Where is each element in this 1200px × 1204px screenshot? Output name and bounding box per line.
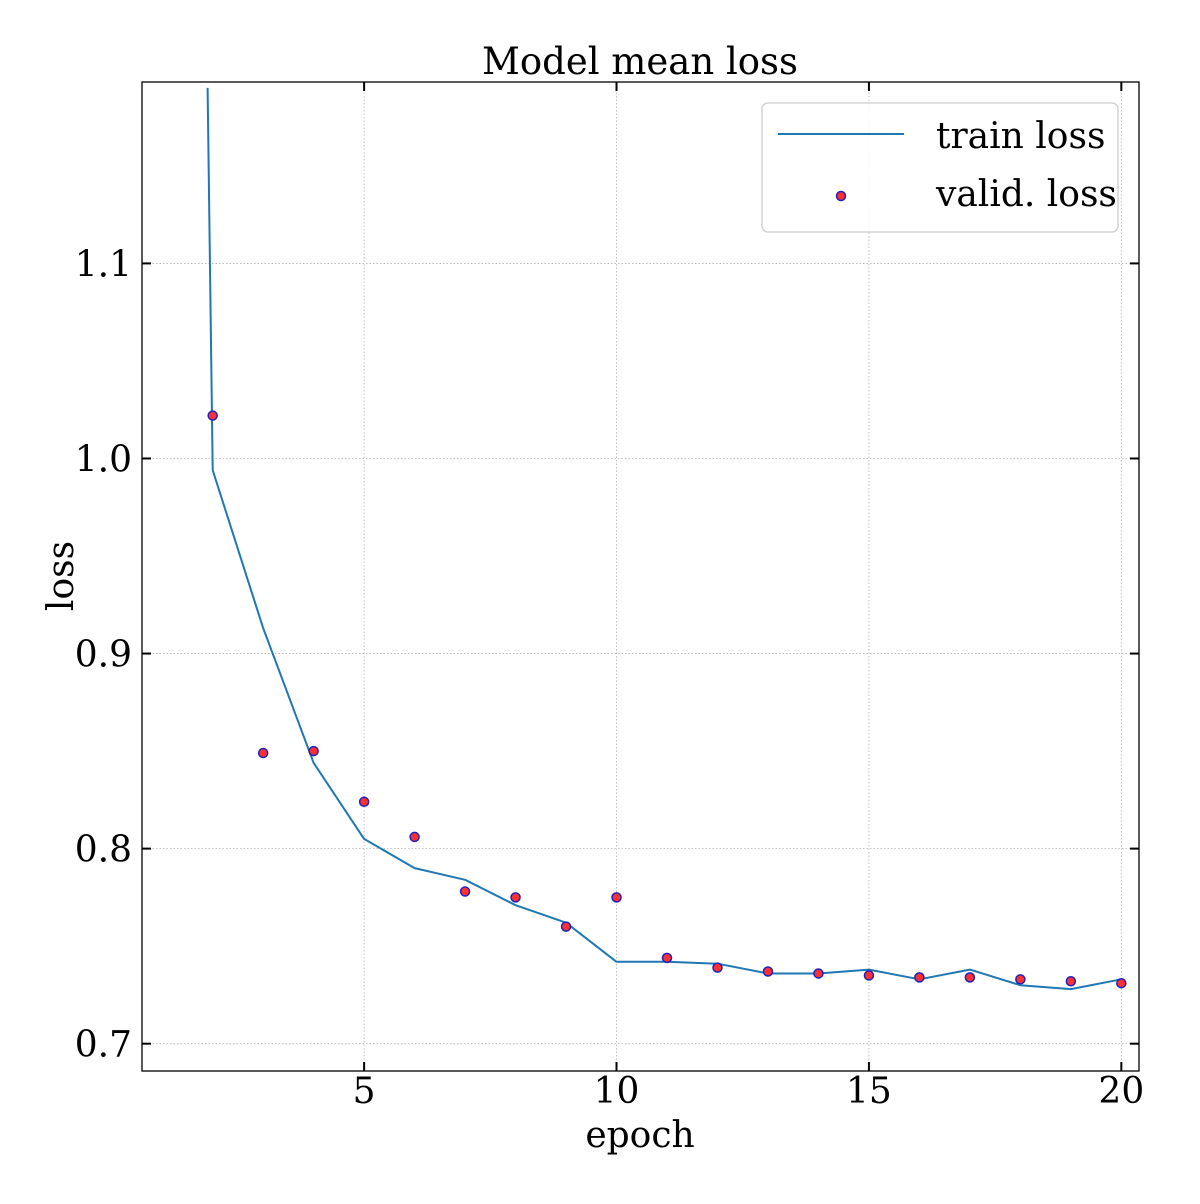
valid-loss-point [358, 796, 370, 808]
x-tick-label: 20 [1098, 1071, 1144, 1112]
y-tick-label: 0.9 [75, 635, 132, 676]
x-axis-label: epoch [585, 1115, 694, 1156]
valid-loss-point [964, 972, 976, 983]
valid-loss-point [1116, 977, 1127, 989]
valid-loss-point [308, 745, 319, 757]
x-tick-label: 15 [846, 1071, 892, 1112]
valid-loss-point [257, 747, 269, 759]
legend-box [761, 102, 1119, 233]
valid-loss-point [914, 972, 925, 983]
valid-loss-point [207, 410, 218, 421]
y-tick-label: 0.8 [75, 830, 132, 871]
legend-valid-label: valid. loss [935, 174, 1117, 215]
valid-loss-point [560, 921, 572, 932]
train-loss-line [206, 87, 1122, 991]
valid-loss-point [510, 892, 521, 903]
valid-loss-point [863, 970, 875, 981]
valid-loss-point [409, 831, 420, 843]
y-axis-label: loss [41, 541, 82, 611]
valid-loss-point [1065, 976, 1077, 987]
valid-loss-point [712, 962, 723, 973]
legend: train loss valid. loss [761, 102, 1119, 233]
y-tick-label: 1.0 [75, 439, 132, 480]
ticks: 5 10 15 20 0.7 0.8 0.9 1.0 1.1 [75, 82, 1144, 1112]
plot-area [206, 87, 1127, 991]
plot-frame [141, 81, 1140, 1072]
x-tick-label: 5 [353, 1071, 376, 1112]
grid [142, 82, 1139, 1071]
valid-loss-point [762, 966, 774, 977]
valid-loss-point [813, 968, 824, 979]
x-tick-label: 10 [594, 1071, 640, 1112]
chart-title: Model mean loss [482, 40, 798, 83]
valid-loss-point [611, 892, 622, 903]
y-tick-label: 1.1 [75, 244, 132, 285]
valid-loss-point [459, 886, 471, 897]
legend-train-label: train loss [936, 116, 1105, 157]
y-tick-label: 0.7 [75, 1025, 132, 1066]
legend-valid-swatch [835, 190, 847, 202]
valid-loss-point [661, 952, 673, 964]
valid-loss-point [1015, 974, 1026, 985]
